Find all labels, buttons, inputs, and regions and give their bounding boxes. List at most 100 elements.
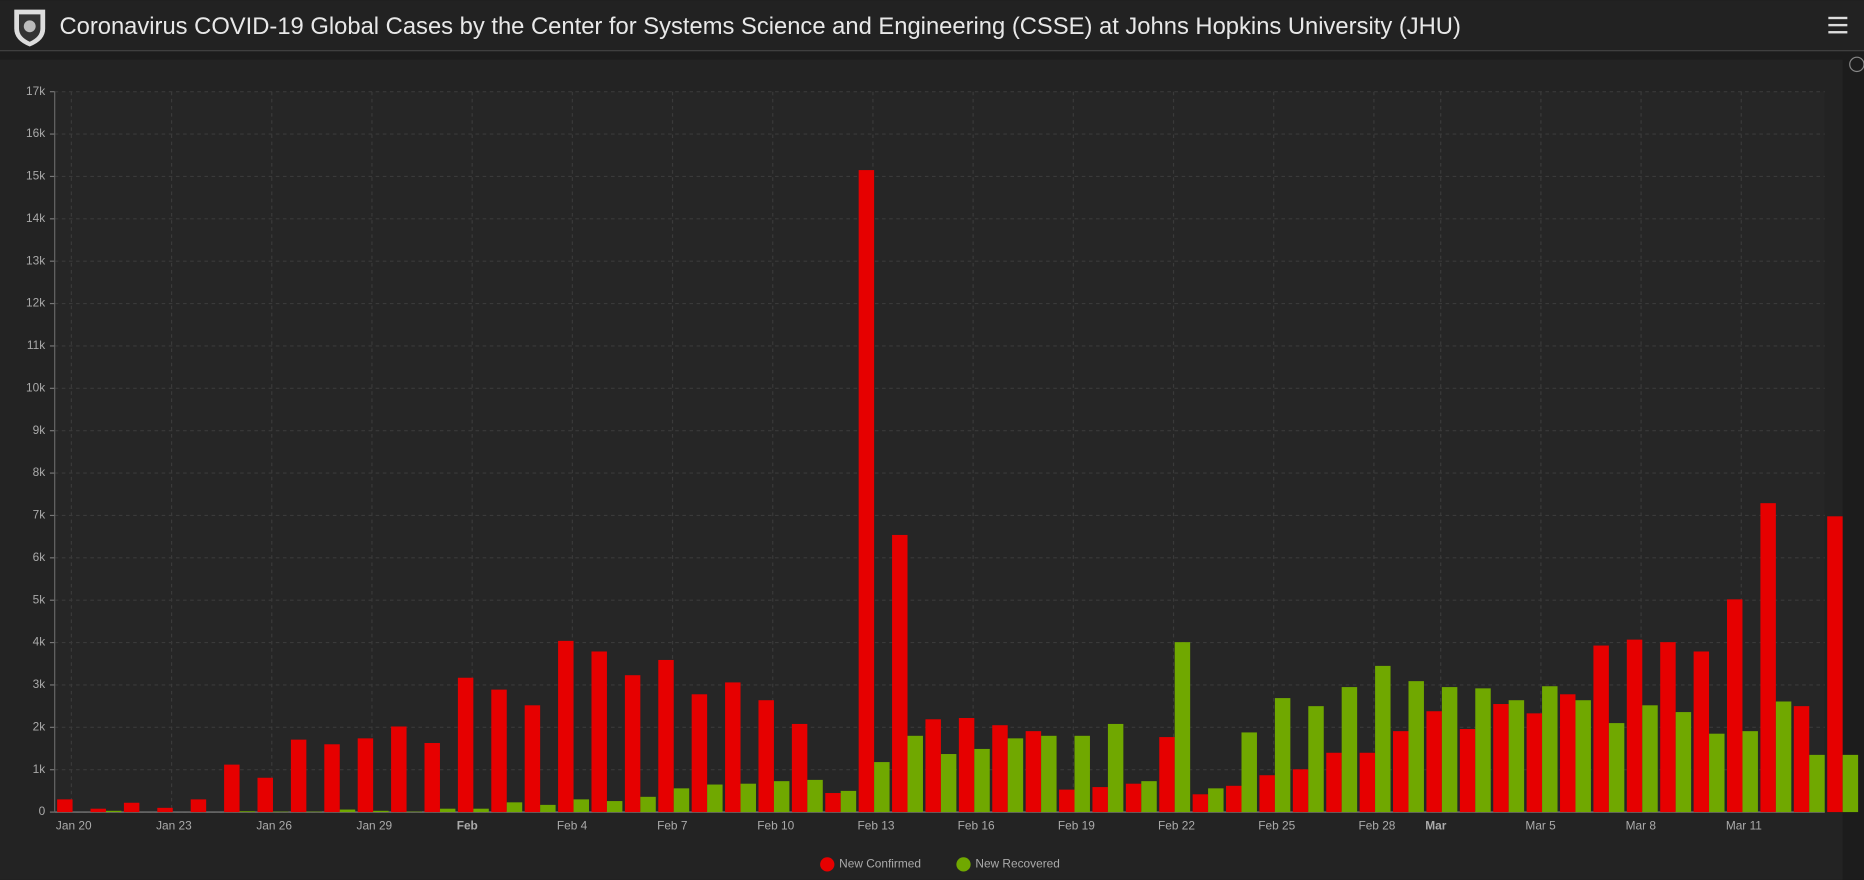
x-tick-label: Feb 4 bbox=[557, 818, 588, 832]
bar bbox=[1259, 775, 1275, 813]
bar bbox=[524, 705, 541, 813]
bar bbox=[791, 723, 808, 813]
bar bbox=[391, 726, 407, 813]
expand-button[interactable] bbox=[1849, 56, 1864, 73]
menu-button[interactable] bbox=[1828, 16, 1848, 34]
bar bbox=[1092, 787, 1108, 813]
legend-label: New Confirmed bbox=[839, 857, 921, 871]
bar bbox=[1560, 694, 1576, 813]
bar bbox=[958, 718, 975, 813]
bar bbox=[1675, 712, 1692, 813]
bar bbox=[339, 809, 356, 813]
bar bbox=[540, 804, 556, 813]
bar bbox=[1542, 686, 1558, 813]
bar bbox=[1341, 687, 1358, 813]
bar bbox=[1475, 688, 1491, 813]
bar bbox=[725, 682, 741, 813]
y-tick-label: 13k bbox=[26, 253, 45, 267]
bar bbox=[1441, 687, 1458, 813]
bar bbox=[1274, 698, 1291, 813]
bar bbox=[123, 802, 140, 813]
bar bbox=[992, 725, 1008, 813]
bar bbox=[1192, 794, 1209, 813]
bar bbox=[874, 762, 890, 813]
bar bbox=[624, 675, 641, 813]
bar bbox=[1809, 754, 1825, 813]
x-tick-label: Jan 26 bbox=[256, 818, 292, 832]
y-tick-label: 1k bbox=[33, 762, 46, 776]
bar bbox=[940, 754, 957, 813]
bar bbox=[1308, 706, 1324, 813]
bar bbox=[1174, 642, 1191, 813]
bar bbox=[290, 739, 307, 813]
y-tick-label: 15k bbox=[26, 169, 45, 183]
plot-area bbox=[54, 91, 1825, 813]
bar bbox=[740, 783, 756, 813]
bar bbox=[157, 807, 173, 813]
legend-label: New Recovered bbox=[975, 857, 1059, 871]
x-tick-label: Jan 29 bbox=[357, 818, 393, 832]
bar bbox=[239, 811, 256, 813]
x-tick-label: Mar 5 bbox=[1525, 818, 1556, 832]
bar bbox=[1159, 737, 1175, 813]
bar bbox=[974, 748, 990, 813]
x-tick-label: Feb 13 bbox=[857, 818, 894, 832]
bar bbox=[606, 801, 623, 813]
bar bbox=[1575, 700, 1591, 813]
x-tick-label: Mar 8 bbox=[1626, 818, 1657, 832]
x-tick-label: Feb 22 bbox=[1158, 818, 1195, 832]
bar bbox=[439, 808, 456, 813]
bar bbox=[1408, 681, 1424, 813]
bar bbox=[1608, 723, 1625, 813]
bar bbox=[1742, 731, 1758, 813]
bar bbox=[773, 781, 790, 813]
bar bbox=[1660, 642, 1676, 813]
bar bbox=[473, 808, 489, 813]
y-tick-label: 9k bbox=[33, 423, 46, 437]
bar bbox=[1025, 731, 1042, 813]
bar bbox=[1709, 733, 1725, 813]
bar bbox=[1775, 701, 1792, 813]
bar bbox=[1107, 723, 1124, 813]
legend: New Confirmed New Recovered bbox=[820, 857, 1060, 872]
bar bbox=[324, 744, 340, 813]
bar bbox=[1208, 788, 1224, 813]
bar bbox=[1125, 783, 1142, 813]
bar bbox=[1359, 752, 1376, 813]
bar bbox=[1074, 735, 1090, 813]
bar bbox=[1241, 732, 1257, 813]
y-tick-label: 3k bbox=[33, 677, 46, 691]
y-tick-label: 16k bbox=[26, 126, 45, 140]
bar bbox=[1793, 706, 1810, 813]
bar bbox=[558, 640, 574, 813]
x-tick-label: Feb 28 bbox=[1358, 818, 1395, 832]
header-bar bbox=[0, 0, 1864, 51]
bar bbox=[925, 719, 941, 813]
bar bbox=[1727, 599, 1743, 813]
bar bbox=[1760, 503, 1776, 813]
x-tick-label: Jan 23 bbox=[156, 818, 192, 832]
bar bbox=[591, 651, 607, 813]
bar bbox=[1041, 735, 1057, 813]
y-tick-label: 6k bbox=[33, 550, 46, 564]
bar bbox=[1626, 639, 1643, 813]
bar bbox=[1375, 665, 1391, 813]
bar bbox=[758, 700, 774, 813]
bar bbox=[491, 689, 507, 813]
bar bbox=[1226, 785, 1242, 813]
y-tick-label: 4k bbox=[33, 635, 46, 649]
bar bbox=[707, 784, 723, 813]
bar bbox=[224, 764, 240, 813]
bar bbox=[691, 694, 708, 813]
legend-swatch bbox=[956, 857, 971, 872]
x-tick-label: Feb 19 bbox=[1058, 818, 1095, 832]
y-tick-label: 10k bbox=[26, 380, 45, 394]
bar bbox=[1842, 754, 1859, 813]
y-tick-label: 5k bbox=[33, 592, 46, 606]
bar bbox=[807, 779, 823, 813]
bar bbox=[105, 810, 122, 813]
bar bbox=[1007, 738, 1024, 813]
x-tick-label: Feb bbox=[457, 818, 478, 832]
x-tick-label: Feb 7 bbox=[657, 818, 687, 832]
